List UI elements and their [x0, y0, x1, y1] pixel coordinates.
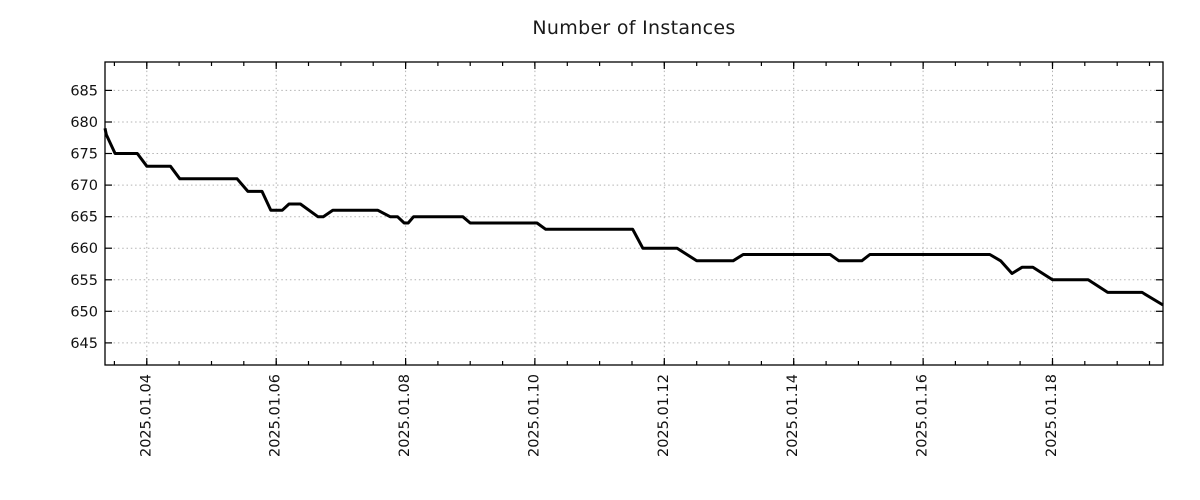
x-tick-label: 2025.01.18 [1044, 374, 1060, 457]
y-tick-label: 665 [70, 210, 98, 226]
x-tick-label: 2025.01.08 [397, 374, 413, 457]
x-tick-label: 2025.01.10 [526, 374, 542, 457]
y-tick-label: 655 [70, 273, 98, 289]
y-tick-label: 645 [70, 336, 98, 352]
x-tick-label: 2025.01.14 [785, 374, 801, 457]
y-tick-label: 650 [70, 304, 98, 320]
y-tick-label: 670 [70, 178, 98, 194]
instances-series-line [103, 127, 1164, 307]
y-tick-label: 685 [70, 83, 98, 99]
plot-frame [104, 61, 1164, 366]
y-tick-label: 675 [70, 147, 98, 163]
x-tick-label: 2025.01.06 [268, 374, 284, 457]
chart-title: Number of Instances [532, 17, 736, 39]
y-tick-label: 680 [70, 115, 98, 131]
x-tick-label: 2025.01.16 [915, 374, 931, 457]
y-tick-label: 660 [70, 241, 98, 257]
x-tick-label: 2025.01.04 [138, 374, 154, 457]
x-tick-label: 2025.01.12 [656, 374, 672, 457]
